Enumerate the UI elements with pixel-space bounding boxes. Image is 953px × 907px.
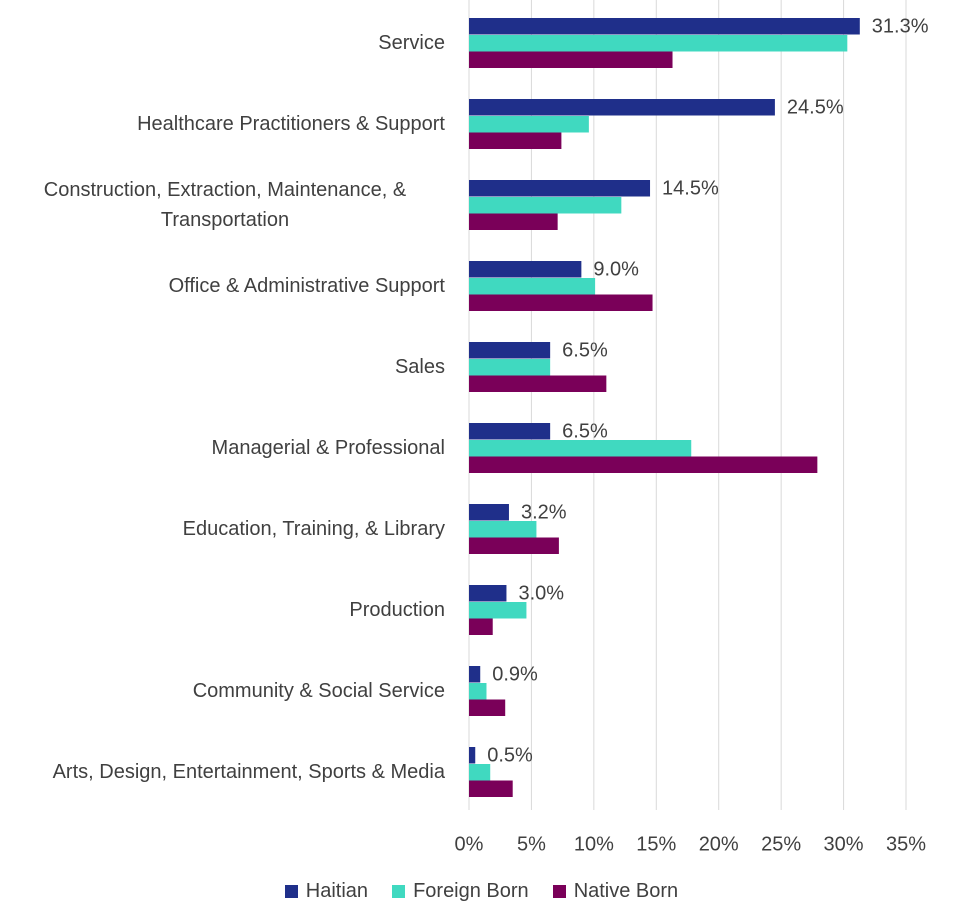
bar bbox=[469, 359, 551, 376]
category-text: Sales bbox=[394, 356, 445, 378]
bar bbox=[469, 537, 559, 554]
bar bbox=[469, 618, 493, 635]
bar bbox=[469, 99, 775, 116]
legend-label: Native Born bbox=[573, 880, 679, 902]
category-label: Community & Social Service bbox=[0, 661, 445, 721]
bar bbox=[469, 440, 692, 457]
bar bbox=[469, 504, 509, 521]
bar bbox=[469, 375, 607, 392]
bar bbox=[469, 666, 481, 683]
bar bbox=[469, 780, 513, 797]
x-tick-label: 20% bbox=[699, 833, 739, 855]
category-label: Arts, Design, Entertainment, Sports & Me… bbox=[0, 742, 445, 802]
category-text: Community & Social Service bbox=[192, 680, 445, 702]
data-label: 31.3% bbox=[872, 16, 929, 38]
bar bbox=[469, 585, 507, 602]
bar bbox=[469, 116, 589, 133]
category-label: Office & Administrative Support bbox=[0, 256, 445, 316]
bar bbox=[469, 456, 818, 473]
bar bbox=[469, 261, 582, 278]
x-tick-label: 15% bbox=[636, 833, 676, 855]
category-text: Production bbox=[349, 599, 445, 621]
data-label: 6.5% bbox=[562, 421, 608, 443]
category-text: Arts, Design, Entertainment, Sports & Me… bbox=[52, 761, 445, 783]
data-label: 0.9% bbox=[492, 664, 538, 686]
bar bbox=[469, 213, 558, 230]
legend-swatch bbox=[552, 885, 566, 898]
legend-swatch bbox=[392, 885, 406, 898]
bar bbox=[469, 197, 622, 214]
category-label: Production bbox=[0, 580, 445, 640]
category-text: Education, Training, & Library bbox=[182, 518, 445, 540]
bar bbox=[469, 342, 551, 359]
legend-item: Native Born bbox=[552, 880, 679, 903]
category-text: Construction, Extraction, Maintenance, &… bbox=[43, 179, 407, 231]
data-label: 6.5% bbox=[562, 340, 608, 362]
bar bbox=[469, 423, 551, 440]
bar bbox=[469, 51, 673, 68]
legend-item: Foreign Born bbox=[392, 880, 529, 903]
bar bbox=[469, 699, 506, 716]
x-tick-label: 5% bbox=[517, 833, 546, 855]
data-label: 24.5% bbox=[787, 97, 844, 119]
bar bbox=[469, 132, 562, 149]
x-tick-label: 0% bbox=[455, 833, 484, 855]
category-label: Education, Training, & Library bbox=[0, 499, 445, 559]
category-label: Construction, Extraction, Maintenance, &… bbox=[0, 175, 445, 235]
bar bbox=[469, 35, 848, 52]
data-label: 9.0% bbox=[593, 259, 639, 281]
category-label: Healthcare Practitioners & Support bbox=[0, 94, 445, 154]
legend-swatch bbox=[284, 885, 298, 898]
bar bbox=[469, 521, 537, 538]
bar bbox=[469, 764, 491, 781]
data-label: 3.0% bbox=[518, 583, 564, 605]
x-tick-label: 10% bbox=[574, 833, 614, 855]
data-label: 3.2% bbox=[521, 502, 567, 524]
category-text: Office & Administrative Support bbox=[168, 275, 445, 297]
x-tick-label: 25% bbox=[761, 833, 801, 855]
data-label: 0.5% bbox=[487, 745, 533, 767]
bar bbox=[469, 602, 527, 619]
bar bbox=[469, 683, 487, 700]
legend: Haitian Foreign Born Native Born bbox=[0, 880, 953, 903]
legend-item: Haitian bbox=[284, 880, 369, 903]
category-label: Sales bbox=[0, 337, 445, 397]
bar bbox=[469, 747, 476, 764]
bar bbox=[469, 278, 596, 295]
bar bbox=[469, 294, 653, 311]
category-label: Managerial & Professional bbox=[0, 418, 445, 478]
data-label: 14.5% bbox=[662, 178, 719, 200]
legend-label: Haitian bbox=[305, 880, 369, 902]
category-text: Managerial & Professional bbox=[211, 437, 445, 459]
category-label: Service bbox=[0, 13, 445, 73]
x-tick-label: 30% bbox=[824, 833, 864, 855]
category-text: Service bbox=[378, 32, 445, 54]
bar bbox=[469, 18, 860, 35]
x-tick-label: 35% bbox=[886, 833, 926, 855]
legend-label: Foreign Born bbox=[413, 880, 529, 902]
bar bbox=[469, 180, 651, 197]
category-text: Healthcare Practitioners & Support bbox=[137, 113, 445, 135]
